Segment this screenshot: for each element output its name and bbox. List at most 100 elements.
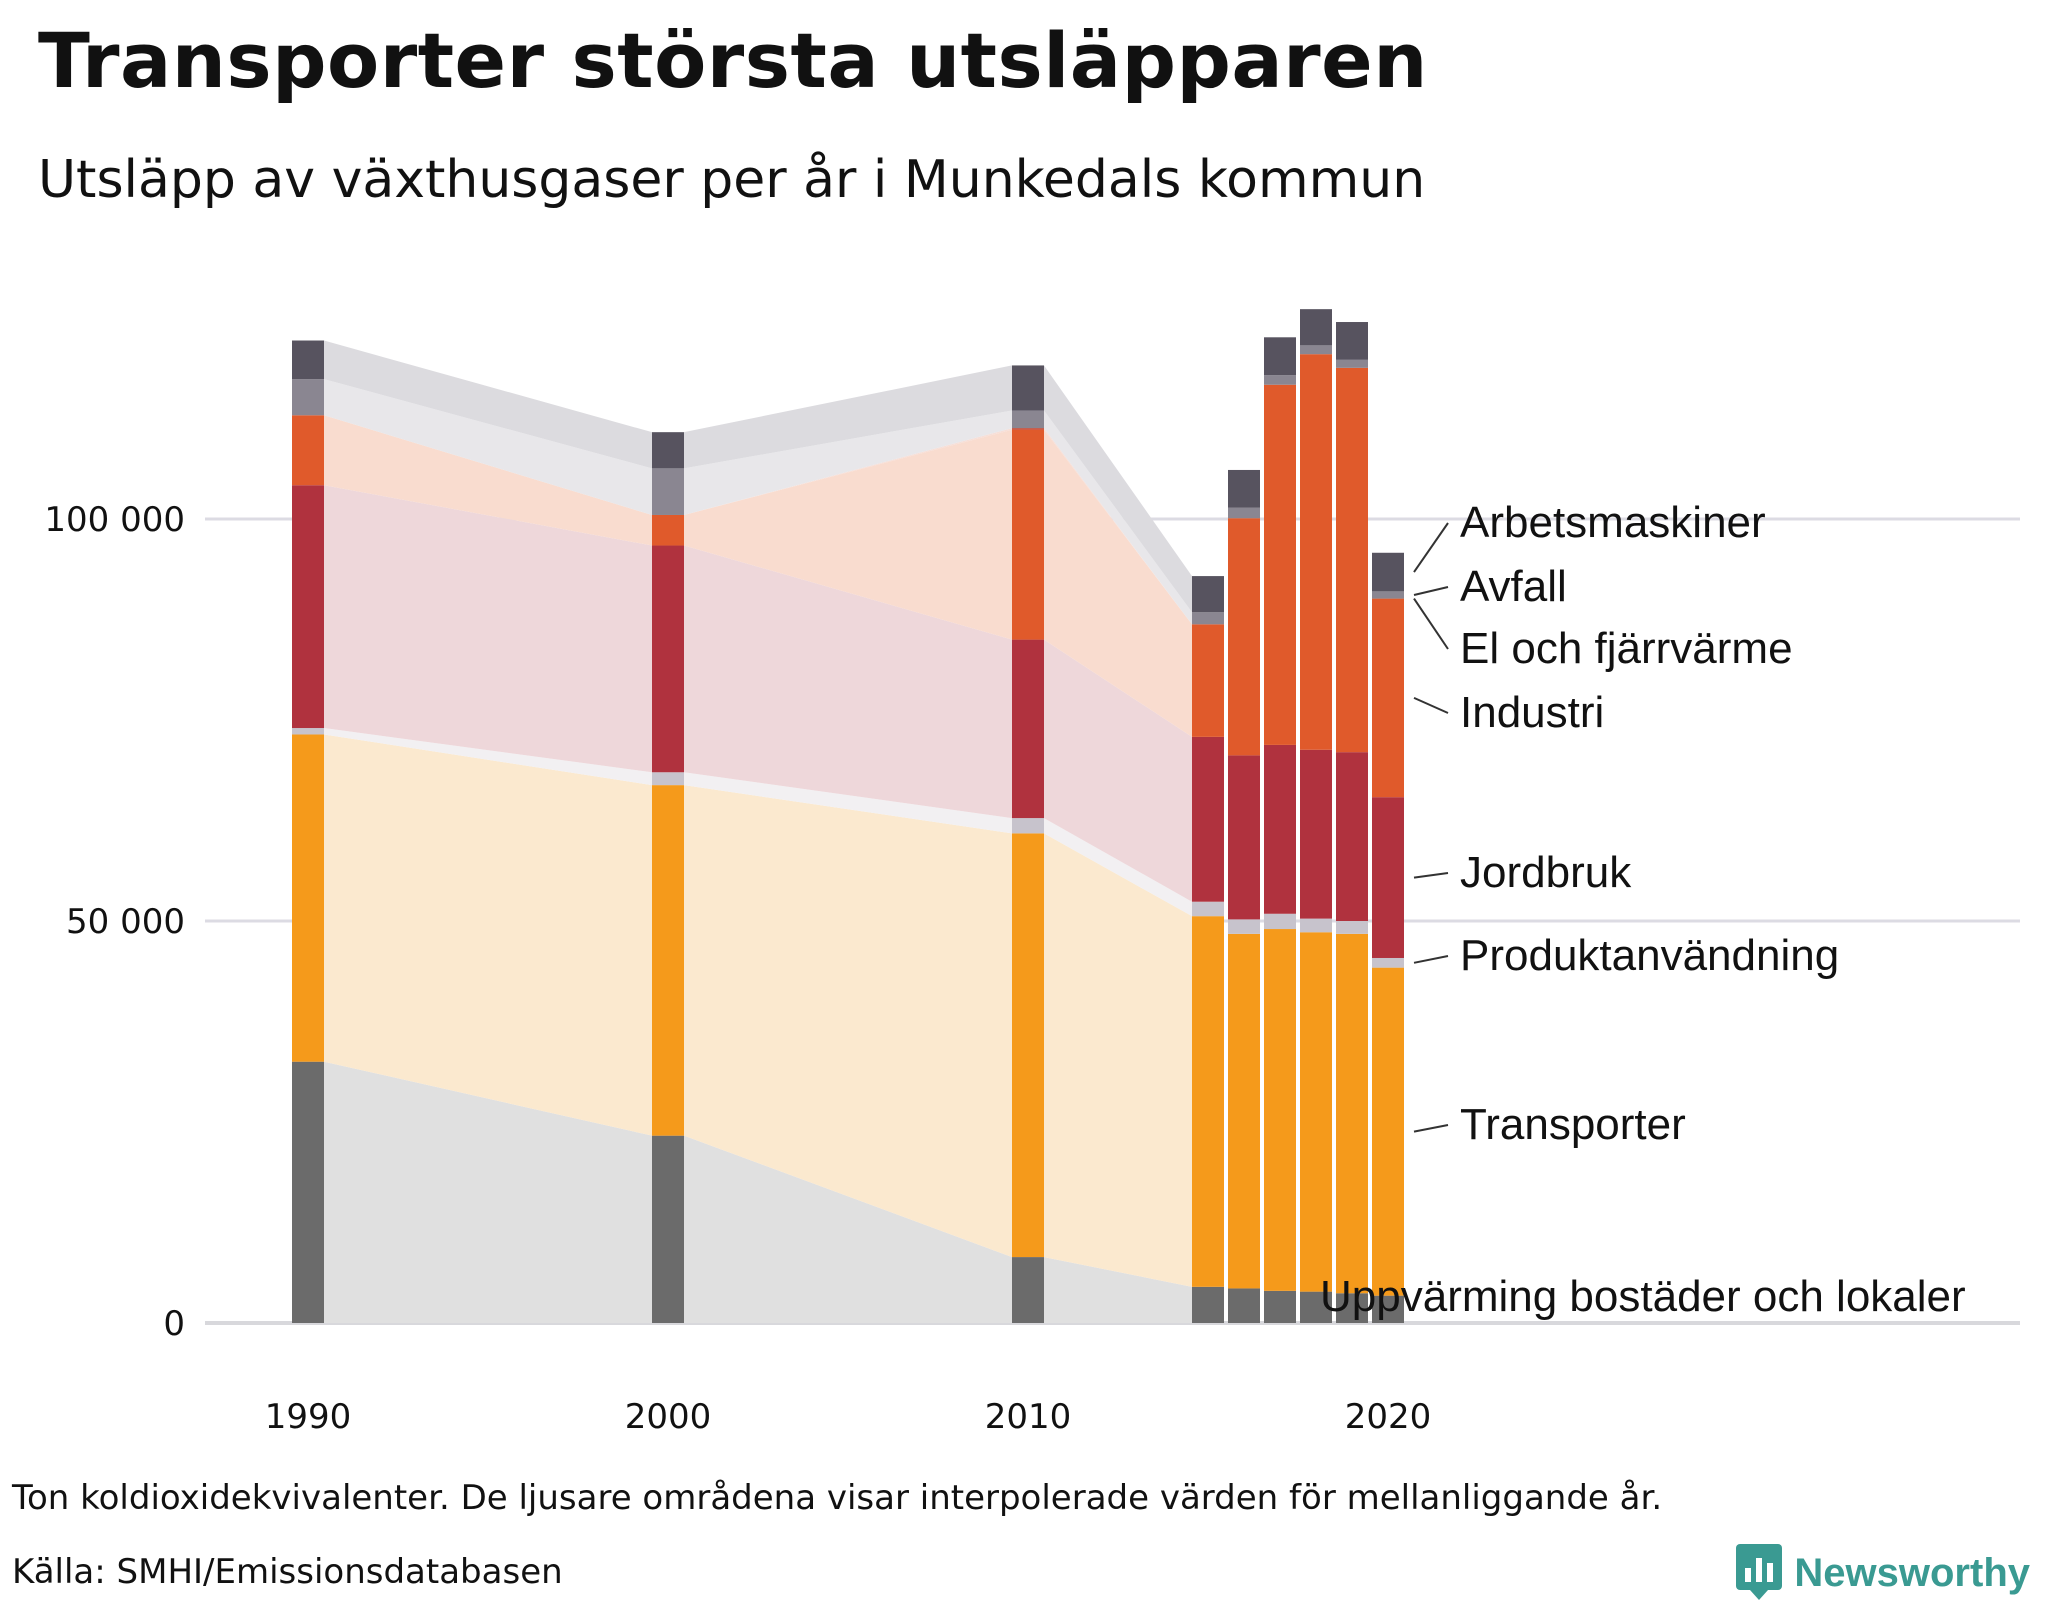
chart-subtitle: Utsläpp av växthusgaser per år i Munkeda…: [38, 150, 1426, 210]
series-label: Transporter: [1460, 1100, 1686, 1149]
bar-segment: [1264, 744, 1296, 914]
bar-segment: [652, 545, 684, 773]
series-label: Jordbruk: [1460, 848, 1632, 897]
bar-segment: [1228, 919, 1260, 934]
bar-segment: [1228, 469, 1260, 508]
bar-segment: [1192, 624, 1224, 737]
bar-segment: [652, 785, 684, 1136]
bar-segment: [1336, 359, 1368, 368]
chart-title: Transporter största utsläpparen: [38, 16, 1428, 105]
interpolated-area: [1044, 410, 1192, 625]
source-note: Källa: SMHI/Emissionsdatabasen: [12, 1552, 563, 1592]
interpolated-area: [324, 1061, 652, 1323]
footnote: Ton koldioxidekvivalenter. De ljusare om…: [12, 1478, 1663, 1518]
interpolated-area: [1044, 429, 1192, 737]
bar-segment: [1372, 591, 1404, 599]
interpolated-area: [324, 340, 652, 469]
bar-segment: [1336, 1293, 1368, 1323]
interpolated-area: [684, 772, 1012, 834]
bar-segment: [1372, 1295, 1404, 1323]
bar-segment: [292, 734, 324, 1062]
bar-segment: [1372, 797, 1404, 958]
bar-segment: [1228, 507, 1260, 519]
interpolated-area: [324, 379, 652, 515]
brand-name: Newsworthy: [1794, 1550, 2030, 1595]
bar-segment: [1372, 598, 1404, 798]
interpolated-area: [1044, 639, 1192, 902]
bar-segment: [1300, 932, 1332, 1292]
bar-segment: [1192, 916, 1224, 1287]
interpolated-area: [1044, 833, 1192, 1287]
label-leader-line: [1413, 1124, 1449, 1133]
bar-segment: [1012, 1257, 1044, 1323]
interpolated-area: [324, 734, 652, 1136]
bar-segment: [1012, 833, 1044, 1258]
x-tick-label: 2020: [1345, 1397, 1432, 1437]
interpolated-area: [684, 365, 1012, 469]
bar-segment: [292, 485, 324, 729]
bar-segment: [1012, 429, 1044, 640]
bar-segment: [652, 468, 684, 515]
series-label: Produktanvändning: [1460, 931, 1839, 980]
bar-segment: [292, 340, 324, 380]
bar-segment: [1228, 755, 1260, 920]
bar-segment: [652, 772, 684, 786]
bar-segment: [1300, 309, 1332, 346]
bar-segment: [1264, 337, 1296, 376]
bar-segment: [1264, 913, 1296, 930]
interpolated-area: [684, 545, 1012, 819]
interpolated-area: [684, 1135, 1012, 1323]
bar-segment: [1012, 818, 1044, 834]
interpolated-area: [684, 410, 1012, 515]
bar-segment: [1192, 576, 1224, 613]
bar-segment: [1372, 552, 1404, 592]
bar-segment: [1264, 384, 1296, 745]
bar-segment: [1300, 354, 1332, 750]
bar-segment: [1012, 639, 1044, 819]
bar-segment: [1012, 410, 1044, 429]
bar-segment: [1264, 929, 1296, 1291]
interpolated-area: [324, 485, 652, 773]
interpolated-area: [1044, 1257, 1192, 1323]
interpolated-area: [1044, 365, 1192, 613]
bar-segment: [292, 1061, 324, 1323]
series-labels: Arbetsmaskiner Avfall El och fjärrvärme Ind…: [1320, 498, 1966, 1321]
interpolated-area: [684, 429, 1012, 640]
interpolated-area: [324, 415, 652, 546]
bar-segment: [1192, 1286, 1224, 1323]
label-leader-line: [1413, 872, 1449, 879]
bar-segment: [1228, 1288, 1260, 1323]
x-tick-label: 2000: [625, 1397, 712, 1437]
interpolated-area: [1044, 428, 1192, 625]
series-label: Arbetsmaskiner: [1460, 498, 1766, 547]
stacked-bar-chart: 0 50 000 100 000 1990 2000 2010 2020 Arbetsmas…: [44, 309, 2020, 1437]
y-tick-label: 100 000: [44, 500, 185, 540]
bar-segment: [1012, 365, 1044, 411]
x-tick-label: 2010: [985, 1397, 1072, 1437]
y-tick-label: 0: [163, 1304, 185, 1344]
bar-segment: [1336, 322, 1368, 360]
bar-segment: [1192, 736, 1224, 902]
label-leader-line: [1413, 586, 1449, 596]
x-tick-label: 1990: [265, 1397, 352, 1437]
brand-logo: Newsworthy: [1736, 1543, 2030, 1603]
bar-segment: [1300, 1291, 1332, 1323]
bar-segment: [292, 728, 324, 735]
bar-segment: [1300, 345, 1332, 355]
bar-segment: [1192, 901, 1224, 917]
bar-segment: [1336, 367, 1368, 753]
label-leader-line: [1413, 522, 1449, 573]
bar-segment: [1264, 375, 1296, 385]
bar-segment: [292, 415, 324, 486]
interpolated-area: [324, 728, 652, 786]
label-leader-line: [1413, 955, 1449, 964]
bar-segment: [1264, 1290, 1296, 1323]
bar-segment: [1228, 518, 1260, 756]
bar-segment: [1192, 612, 1224, 625]
bars: [292, 309, 1404, 1323]
series-label: Uppvärming bostäder och lokaler: [1320, 1272, 1966, 1321]
interpolated-area: [684, 785, 1012, 1258]
bar-segment: [1228, 933, 1260, 1289]
bar-segment: [652, 432, 684, 469]
bar-segment: [1336, 933, 1368, 1294]
